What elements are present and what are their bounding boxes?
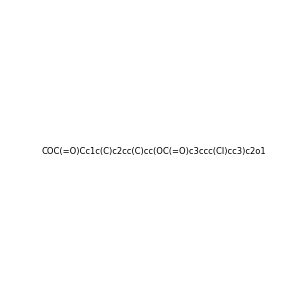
Text: COC(=O)Cc1c(C)c2cc(C)cc(OC(=O)c3ccc(Cl)cc3)c2o1: COC(=O)Cc1c(C)c2cc(C)cc(OC(=O)c3ccc(Cl)c… bbox=[41, 147, 266, 156]
